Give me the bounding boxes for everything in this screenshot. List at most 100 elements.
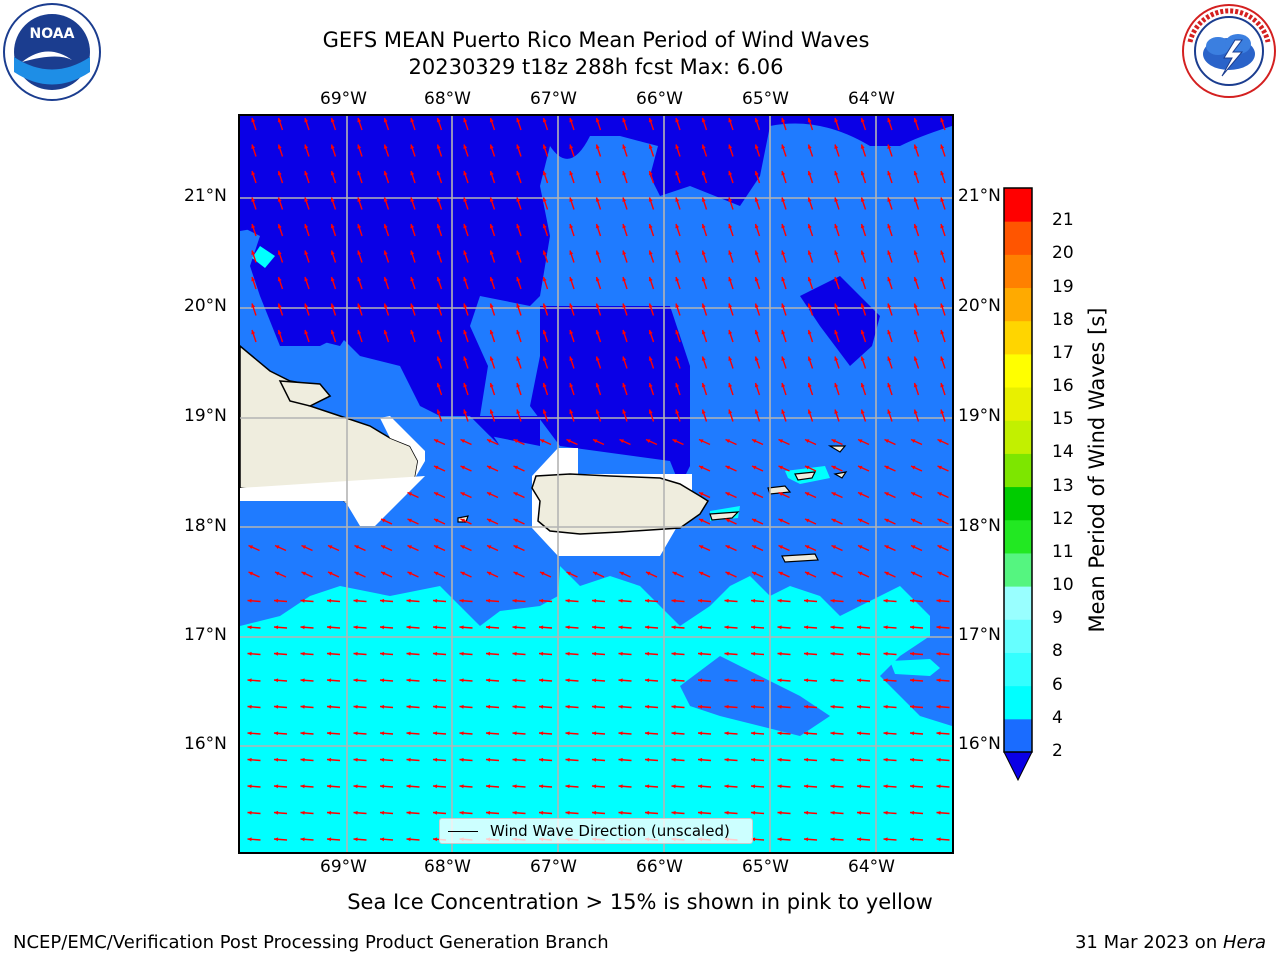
wind-arrow-head	[251, 197, 256, 202]
wind-arrow-head	[354, 571, 359, 576]
wind-arrow-head	[887, 409, 892, 414]
lon-label-top: 64°W	[848, 89, 895, 109]
wind-arrow-head	[565, 704, 570, 709]
wind-arrow-head	[724, 784, 729, 789]
wind-arrow-head	[410, 250, 415, 255]
colorbar-tick-label: 6	[1052, 674, 1063, 695]
wind-arrow-head	[251, 250, 256, 255]
wind-arrow-head	[724, 678, 729, 683]
map-legend: Wind Wave Direction (unscaled)	[439, 818, 753, 844]
wind-arrow-head	[752, 439, 757, 443]
wind-arrow-head	[804, 598, 809, 603]
lat-label-right: 18°N	[958, 516, 1001, 536]
wind-arrow-head	[698, 625, 703, 630]
wind-arrow-head	[463, 303, 468, 308]
wind-arrow-head	[913, 303, 918, 308]
wind-arrow-head	[884, 571, 889, 576]
wind-arrow-head	[622, 118, 627, 123]
wind-arrow-head	[593, 571, 598, 576]
wind-arrow-head	[913, 197, 918, 202]
lon-label-bottom: 69°W	[320, 857, 367, 877]
wind-arrow-head	[569, 303, 574, 308]
wind-arrow-head	[513, 571, 518, 576]
wind-arrow-head	[406, 810, 411, 815]
wind-arrow-head	[542, 356, 547, 361]
wind-arrow-head	[728, 303, 733, 308]
wind-arrow-head	[831, 465, 836, 470]
wind-arrow-head	[724, 757, 729, 762]
wind-arrow-head	[381, 571, 386, 576]
colorbar-tick-label: 8	[1052, 641, 1063, 662]
wind-arrow-head	[781, 144, 786, 149]
wind-arrow-head	[936, 731, 941, 736]
wind-arrow-head	[751, 704, 756, 709]
wind-arrow-head	[618, 678, 623, 683]
colorbar-extend-triangle	[1003, 751, 1033, 782]
wind-arrow-head	[751, 784, 756, 789]
lat-label-left: 17°N	[184, 625, 227, 645]
wind-arrow-head	[383, 171, 388, 176]
wind-arrow-head	[300, 678, 305, 683]
wind-arrow-head	[327, 598, 332, 603]
wind-arrow-head	[884, 518, 889, 523]
wind-arrow-head	[913, 250, 918, 255]
wind-arrow-head	[301, 571, 306, 576]
wind-arrow-head	[671, 704, 676, 709]
wind-arrow-head	[486, 625, 491, 630]
wind-arrow-head	[648, 383, 653, 388]
colorbar-swatch	[1004, 718, 1032, 753]
wind-arrow-head	[910, 598, 915, 603]
wind-arrow-head	[725, 439, 730, 443]
wind-arrow-head	[516, 356, 521, 361]
wind-arrow-head	[883, 598, 888, 603]
wind-arrow-head	[383, 197, 388, 202]
wind-arrow-head	[542, 197, 547, 202]
wind-arrow-head	[407, 492, 412, 496]
wind-arrow-head	[381, 545, 386, 549]
wind-arrow-head	[486, 757, 491, 762]
wind-arrow-head	[860, 144, 865, 149]
wind-arrow-head	[357, 303, 362, 308]
wind-arrow-head	[274, 837, 279, 842]
wind-arrow-head	[936, 810, 941, 815]
wind-arrow-head	[671, 784, 676, 789]
wind-arrow-head	[940, 409, 945, 414]
colorbar-swatch	[1004, 287, 1032, 322]
wind-arrow-head	[777, 757, 782, 762]
wind-arrow-head	[883, 625, 888, 630]
wind-arrow-head	[675, 197, 680, 202]
wind-arrow-head	[406, 651, 411, 656]
wind-arrow-head	[542, 250, 547, 255]
wind-arrow-head	[410, 144, 415, 149]
wind-arrow-head	[592, 784, 597, 789]
wind-arrow-head	[830, 810, 835, 815]
wind-arrow-head	[304, 118, 309, 123]
lat-label-right: 16°N	[958, 734, 1001, 754]
lon-label-bottom: 68°W	[424, 857, 471, 877]
wind-arrow-head	[698, 731, 703, 736]
lat-label-left: 20°N	[184, 296, 227, 316]
wind-arrow-head	[940, 303, 945, 308]
wind-arrow-head	[622, 144, 627, 149]
wind-arrow-head	[728, 330, 733, 335]
wind-arrow-head	[304, 250, 309, 255]
wind-arrow-head	[910, 651, 915, 656]
wind-arrow-head	[592, 757, 597, 762]
wind-arrow-head	[752, 545, 757, 549]
wind-arrow-head	[434, 492, 439, 496]
wind-arrow-head	[486, 784, 491, 789]
wind-arrow-head	[569, 171, 574, 176]
wind-arrow-head	[304, 197, 309, 202]
wind-arrow-head	[910, 731, 915, 736]
wind-arrow-head	[831, 545, 836, 549]
wind-arrow-head	[648, 250, 653, 255]
wind-arrow-head	[834, 383, 839, 388]
wind-arrow-head	[675, 144, 680, 149]
wind-arrow-head	[754, 277, 759, 282]
lat-label-left: 18°N	[184, 516, 227, 536]
wind-arrow-head	[751, 625, 756, 630]
wind-arrow-head	[913, 118, 918, 123]
wind-arrow-head	[539, 784, 544, 789]
colorbar-swatch	[1004, 387, 1032, 421]
wind-arrow-head	[645, 757, 650, 762]
